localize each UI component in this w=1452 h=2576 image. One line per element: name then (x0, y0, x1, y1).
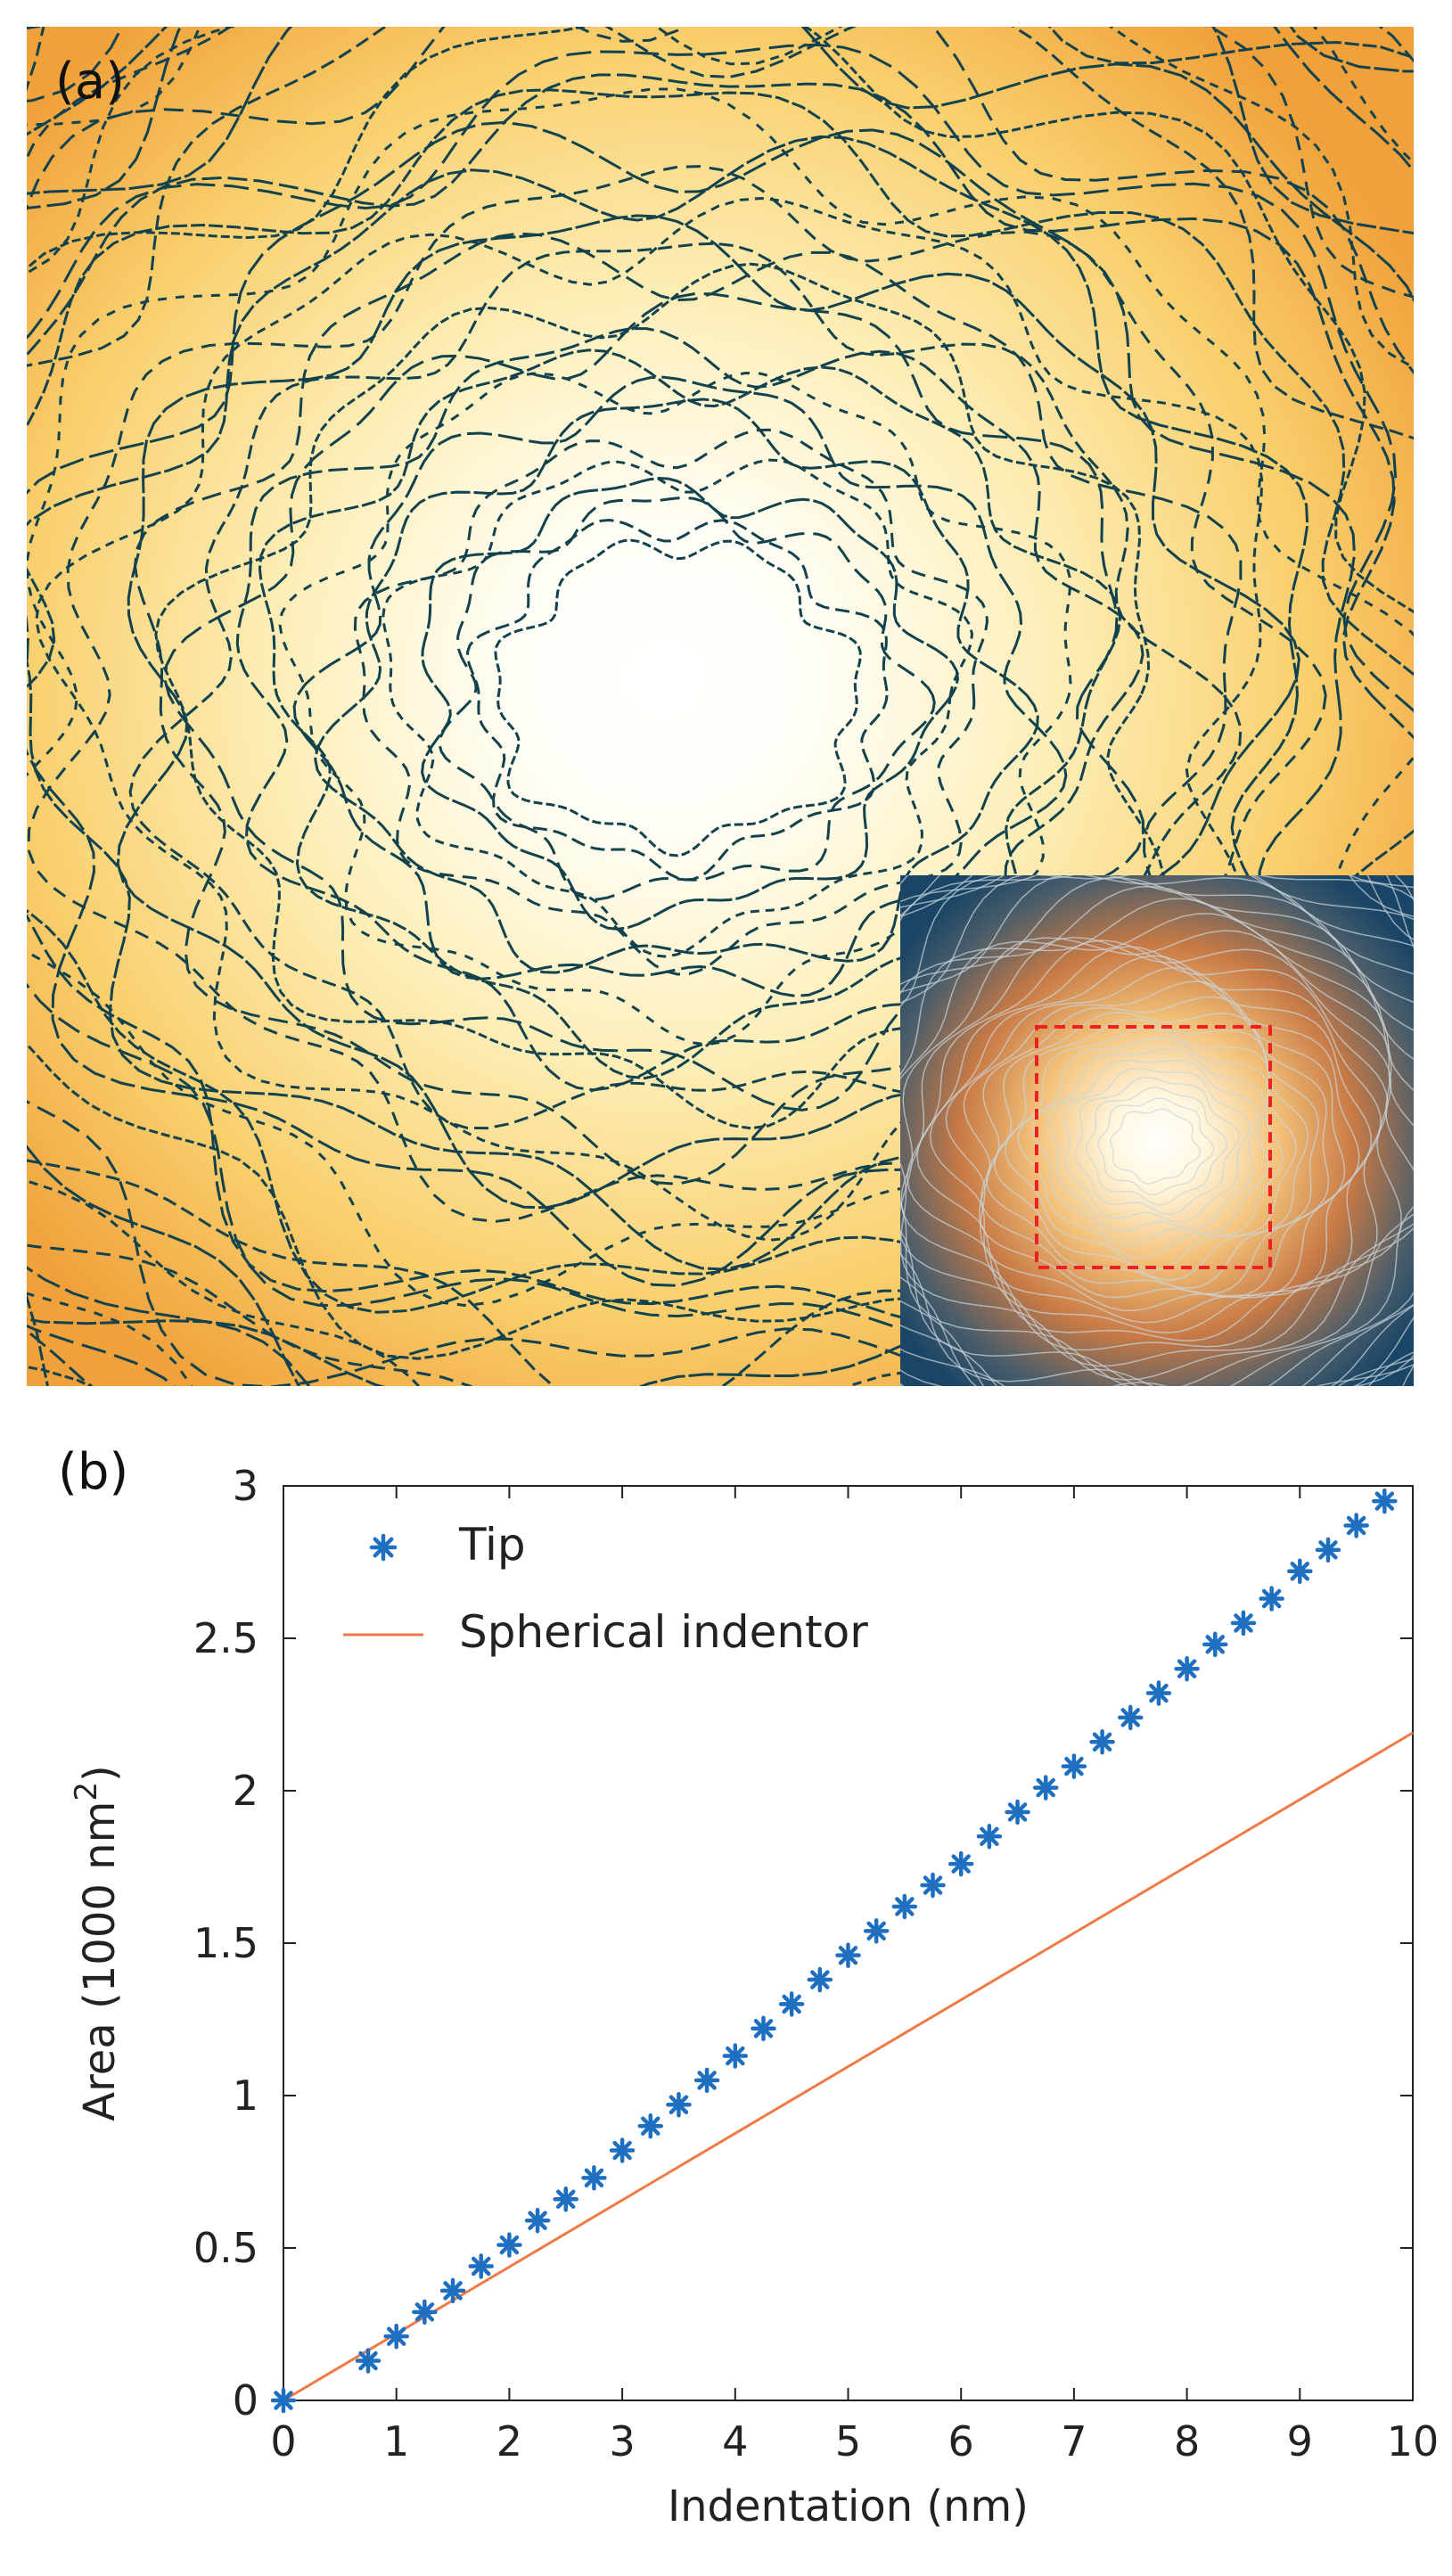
y-tick-label: 2 (233, 1767, 258, 1815)
x-tick-label: 0 (270, 2417, 296, 2465)
data-point-tip (950, 1853, 972, 1875)
data-point-tip (1204, 1634, 1226, 1655)
area-vs-indentation-chart: (b) 0 1 2 3 4 5 6 7 8 9 10 0 0.5 1 1.5 2 2.5 3 Indentation… (0, 1391, 1452, 2572)
data-point-tip (1374, 1490, 1395, 1512)
y-tick-label: 2.5 (193, 1614, 258, 1662)
data-point-tip (386, 2326, 407, 2347)
data-point-tip (865, 1920, 887, 1941)
data-point-tip (979, 1825, 1000, 1847)
data-point-tip (1120, 1707, 1141, 1728)
y-tick-label: 0.5 (193, 2224, 258, 2272)
data-point-tip (611, 2140, 633, 2162)
data-point-tip (1148, 1683, 1169, 1704)
data-point-tip (1007, 1801, 1029, 1823)
data-point-tip (640, 2115, 661, 2137)
x-tick-label: 7 (1061, 2417, 1087, 2465)
panel-a-label: (a) (55, 53, 125, 111)
x-tick-label: 10 (1387, 2417, 1440, 2465)
chart-legend: Tip Spherical indentor (343, 1519, 868, 1658)
data-point-tip (696, 2070, 718, 2091)
data-point-tip (894, 1896, 915, 1917)
x-tick-label: 3 (609, 2417, 635, 2465)
data-point-tip (357, 2350, 379, 2372)
x-tick-label: 1 (383, 2417, 409, 2465)
data-point-tip (1317, 1539, 1339, 1561)
x-axis-label: Indentation (nm) (668, 2482, 1029, 2531)
data-point-tip (1233, 1612, 1254, 1634)
data-point-tip (923, 1875, 944, 1896)
data-point-tip (471, 2256, 492, 2277)
contour-map: (a) (0, 0, 1452, 1391)
x-tick-label: 4 (722, 2417, 748, 2465)
data-point-tip (1289, 1561, 1310, 1582)
y-tick-label: 1 (233, 2071, 258, 2120)
panel-a-contour-image: (a) (0, 0, 1452, 1391)
data-point-tip (1261, 1588, 1283, 1610)
panel-b-label: (b) (58, 1443, 128, 1501)
legend-label-spherical-indentor: Spherical indentor (459, 1606, 868, 1658)
data-point-tip (273, 2390, 294, 2411)
data-point-tip (752, 2018, 774, 2039)
data-point-tip (583, 2167, 604, 2188)
data-point-tip (668, 2094, 689, 2115)
data-point-tip (1177, 1658, 1198, 1679)
x-tick-label: 2 (496, 2417, 522, 2465)
x-tick-label: 9 (1287, 2417, 1313, 2465)
data-point-tip (414, 2301, 435, 2323)
data-point-tip (555, 2188, 577, 2210)
panel-b-chart: (b) 0 1 2 3 4 5 6 7 8 9 10 0 0.5 1 1.5 2 2.5 3 Indentation… (0, 1391, 1452, 2572)
legend-marker-tip (372, 1536, 395, 1559)
x-tick-label: 8 (1174, 2417, 1200, 2465)
data-point-tip (809, 1969, 831, 1990)
data-point-tip (838, 1945, 859, 1966)
y-axis-label: Area (1000 nm2) (69, 1765, 125, 2121)
x-tick-label: 6 (948, 2417, 974, 2465)
data-point-tip (1063, 1756, 1085, 1777)
y-tick-label: 3 (233, 1462, 258, 1510)
data-point-tip (527, 2210, 548, 2231)
x-tick-label: 5 (835, 2417, 861, 2465)
data-point-tip (498, 2235, 520, 2256)
y-tick-label: 0 (233, 2376, 258, 2424)
y-tick-label: 1.5 (193, 1919, 258, 1967)
data-point-tip (725, 2046, 746, 2067)
data-point-tip (781, 1993, 802, 2014)
data-point-tip (1035, 1777, 1056, 1799)
data-point-tip (1346, 1514, 1367, 1536)
legend-label-tip: Tip (458, 1519, 526, 1571)
data-point-tip (442, 2280, 463, 2301)
data-point-tip (1092, 1731, 1113, 1752)
